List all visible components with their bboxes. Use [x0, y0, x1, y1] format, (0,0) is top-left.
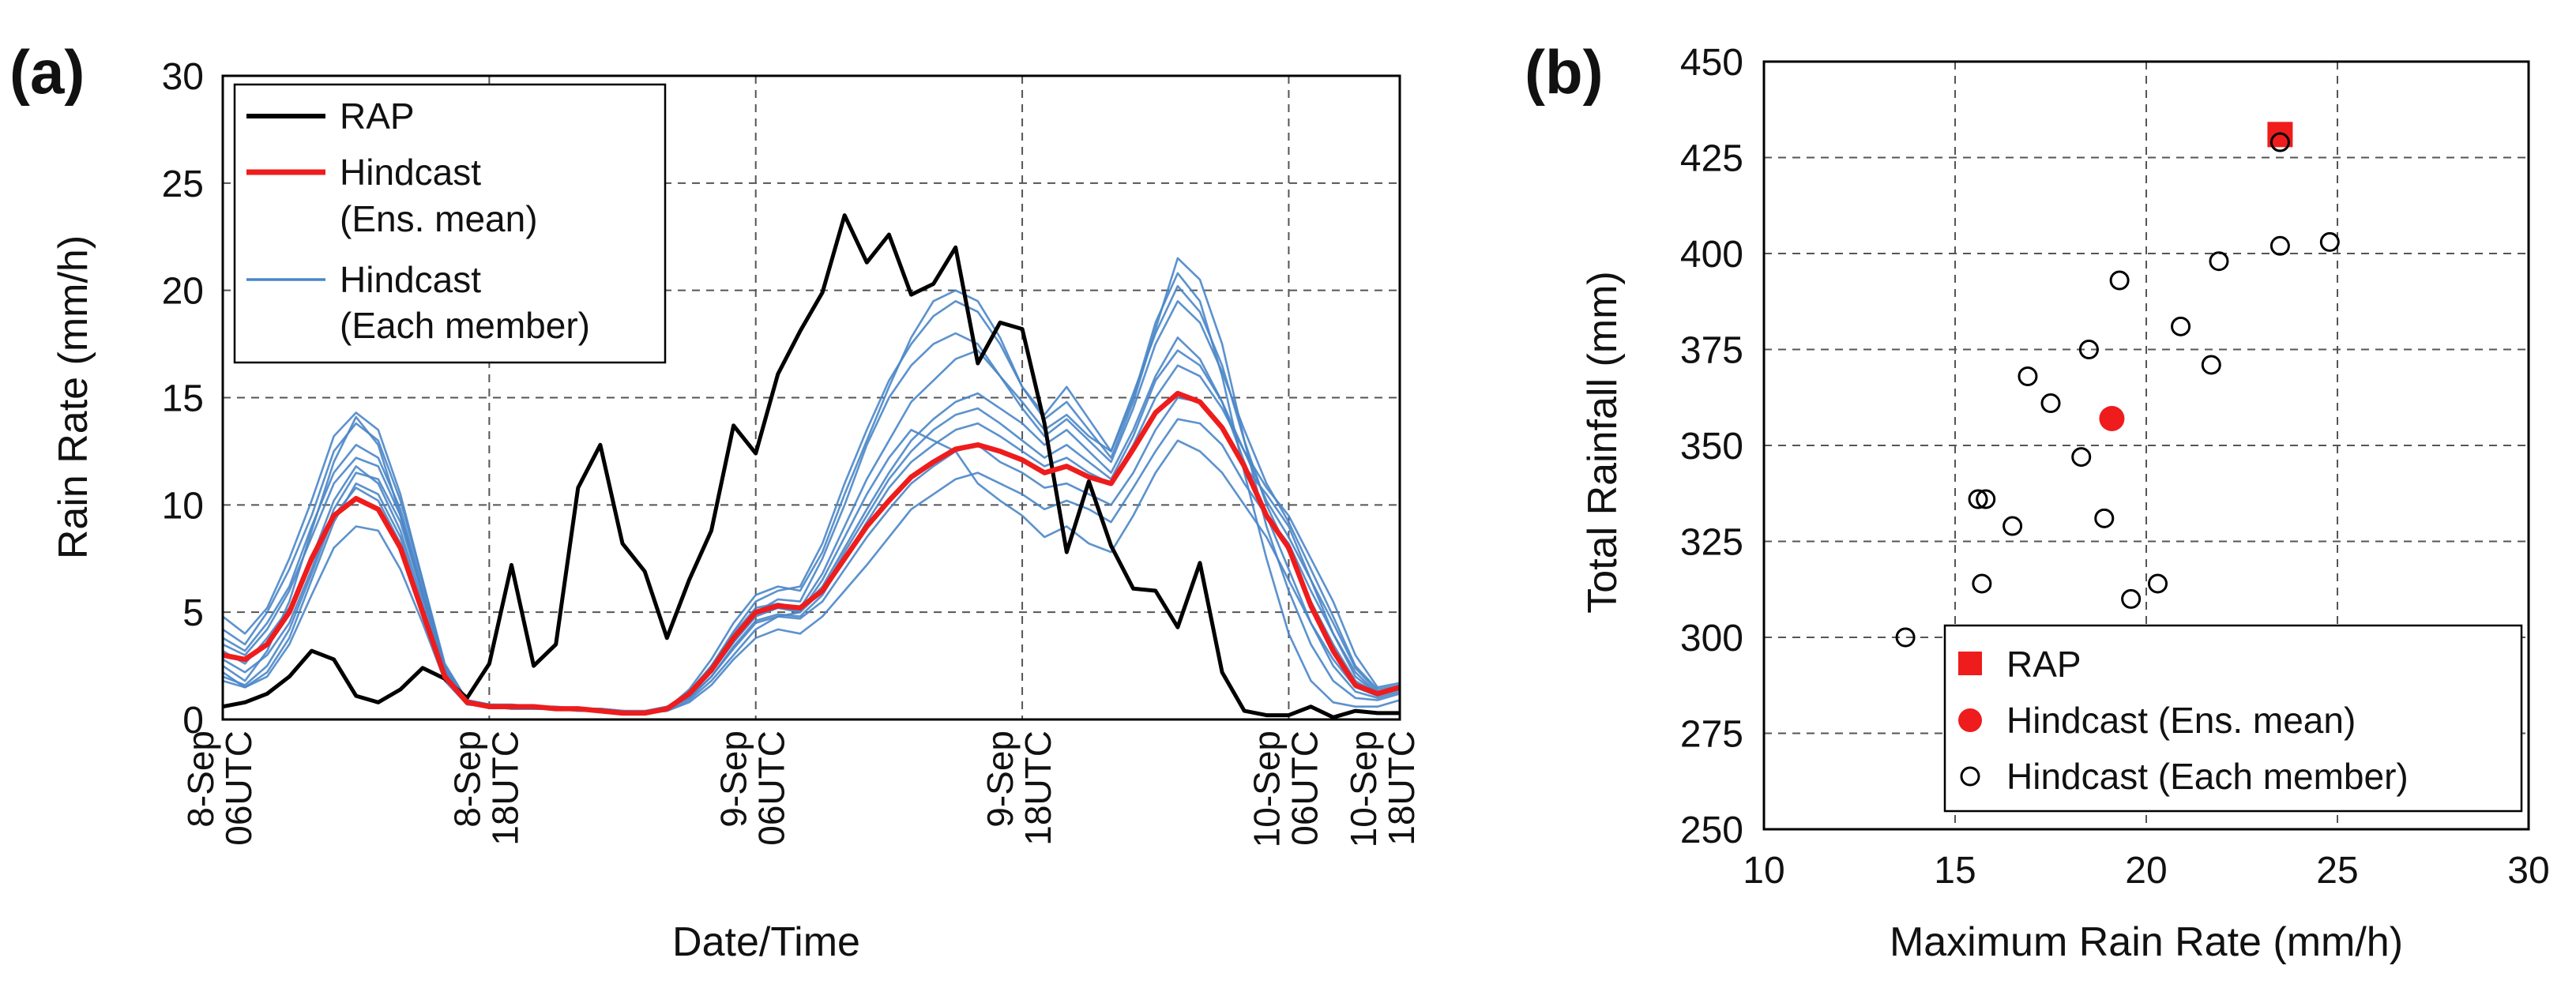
b-ytick-label-325: 325: [1680, 522, 1743, 564]
b-xtick-label-10: 10: [1743, 850, 1784, 892]
legend-b-ens-mean-label: Hindcast (Ens. mean): [2006, 700, 2356, 741]
a-xtick-time-4: 06UTC: [1284, 731, 1325, 846]
a-ytick-label-30: 30: [162, 56, 204, 98]
b-ytick-label-300: 300: [1680, 618, 1743, 659]
b-ytick-label-375: 375: [1680, 330, 1743, 372]
legend-a-members-label-1: Hindcast: [340, 259, 481, 300]
member-line-7: [222, 364, 1401, 715]
b-ytick-label-400: 400: [1680, 234, 1743, 276]
member-point-5: [2003, 516, 2023, 536]
panel-b-x-axis-title: Maximum Rain Rate (mm/h): [1890, 919, 2403, 965]
a-xtick-date-5: 10-Sep: [1343, 731, 1384, 847]
rap-line: [222, 213, 1400, 719]
member-point-7: [2040, 393, 2061, 414]
a-ytick-label-25: 25: [162, 163, 204, 205]
a-xtick-date-0: 8-Sep: [180, 731, 221, 828]
a-xtick-time-0: 06UTC: [218, 731, 259, 846]
panel-b-legend: RAP Hindcast (Ens. mean) Hindcast (Each …: [1943, 624, 2523, 813]
member-point-10: [2094, 508, 2115, 528]
b-ytick-label-450: 450: [1680, 42, 1743, 84]
a-xtick-time-3: 18UTC: [1017, 731, 1059, 846]
panel-b-y-axis-title: Total Rainfall (mm): [1580, 271, 1626, 613]
legend-b-members-label: Hindcast (Each member): [2006, 756, 2409, 797]
b-xtick-label-30: 30: [2507, 850, 2549, 892]
member-point-15: [2201, 355, 2221, 375]
panel-b: (b) 250 275 300 325 350 375 400 425 450 10 15 20 25…: [1525, 37, 2550, 965]
a-xtick-date-2: 9-Sep: [713, 731, 754, 828]
ens-mean-line: [222, 390, 1401, 716]
legend-a-rap-label: RAP: [340, 96, 415, 137]
member-point-8: [2071, 447, 2092, 468]
legend-a-ens-mean-label-1: Hindcast: [340, 152, 481, 193]
panel-b-x-tick-labels: 10 15 20 25 30: [1743, 850, 2549, 892]
member-point-3: [1976, 489, 1996, 509]
panel-b-plot-frame: [1762, 60, 2530, 831]
a-xtick-date-4: 10-Sep: [1246, 731, 1287, 847]
member-point-2: [1968, 489, 1988, 509]
panel-a-y-axis-title: Rain Rate (mm/h): [51, 235, 96, 559]
a-xtick-date-1: 8-Sep: [446, 731, 487, 828]
member-line-8: [222, 257, 1401, 715]
member-line-4: [222, 300, 1401, 715]
a-xtick-time-2: 06UTC: [751, 731, 792, 846]
b-ytick-label-425: 425: [1680, 138, 1743, 180]
b-xtick-label-15: 15: [1934, 850, 1976, 892]
legend-b-members-marker: [1960, 766, 1980, 787]
member-point-16: [2209, 251, 2229, 272]
a-ytick-label-0: 0: [182, 700, 204, 742]
b-ytick-label-275: 275: [1680, 714, 1743, 756]
legend-a-ens-mean-label-2: (Ens. mean): [340, 198, 538, 239]
legend-a-members-label-2: (Each member): [340, 305, 590, 346]
member-point-13: [2148, 573, 2168, 594]
member-point-12: [2121, 588, 2142, 609]
b-xtick-label-20: 20: [2125, 850, 2167, 892]
panel-b-points: [1895, 122, 2340, 648]
member-point-14: [2171, 316, 2191, 336]
member-point-overlay: [2270, 132, 2290, 152]
a-xtick-time-5: 18UTC: [1381, 731, 1422, 846]
member-line-6: [222, 284, 1401, 715]
panel-a-y-tick-labels: 0 5 10 15 20 25 30: [162, 56, 204, 742]
b-xtick-label-25: 25: [2316, 850, 2358, 892]
a-ytick-label-10: 10: [162, 485, 204, 527]
member-point-19: [2319, 231, 2340, 252]
panel-a-legend: RAP Hindcast (Ens. mean) Hindcast (Each …: [233, 83, 667, 364]
member-point-18: [2270, 235, 2290, 256]
a-xtick-date-3: 9-Sep: [980, 731, 1021, 828]
member-point-1: [1895, 627, 1916, 648]
legend-b-rap-label: RAP: [2006, 644, 2081, 685]
panel-a-main-lines: [222, 213, 1401, 719]
panel-a-plot-frame: [221, 74, 1401, 721]
member-point-6: [2018, 366, 2038, 387]
panel-a-x-axis-title: Date/Time: [672, 919, 860, 965]
panel-b-letter: (b): [1525, 37, 1604, 107]
member-point-9: [2078, 340, 2099, 359]
member-point-11: [2109, 270, 2130, 291]
legend-b-ens-mean-marker: [1958, 708, 1982, 732]
b-ytick-label-350: 350: [1680, 426, 1743, 468]
panel-a-letter: (a): [9, 37, 85, 107]
b-ytick-label-250: 250: [1680, 810, 1743, 851]
ens-mean-point: [2099, 405, 2125, 431]
member-point-4: [1972, 573, 1992, 594]
a-ytick-label-5: 5: [182, 592, 204, 634]
panel-a-legend-box: [233, 83, 667, 364]
legend-b-rap-marker: [1958, 652, 1982, 675]
a-xtick-time-1: 18UTC: [484, 731, 525, 846]
a-ytick-label-15: 15: [162, 378, 204, 420]
panel-b-legend-box: [1943, 624, 2523, 813]
a-ytick-label-20: 20: [162, 271, 204, 313]
panel-b-y-tick-labels: 250 275 300 325 350 375 400 425 450: [1680, 42, 1743, 851]
